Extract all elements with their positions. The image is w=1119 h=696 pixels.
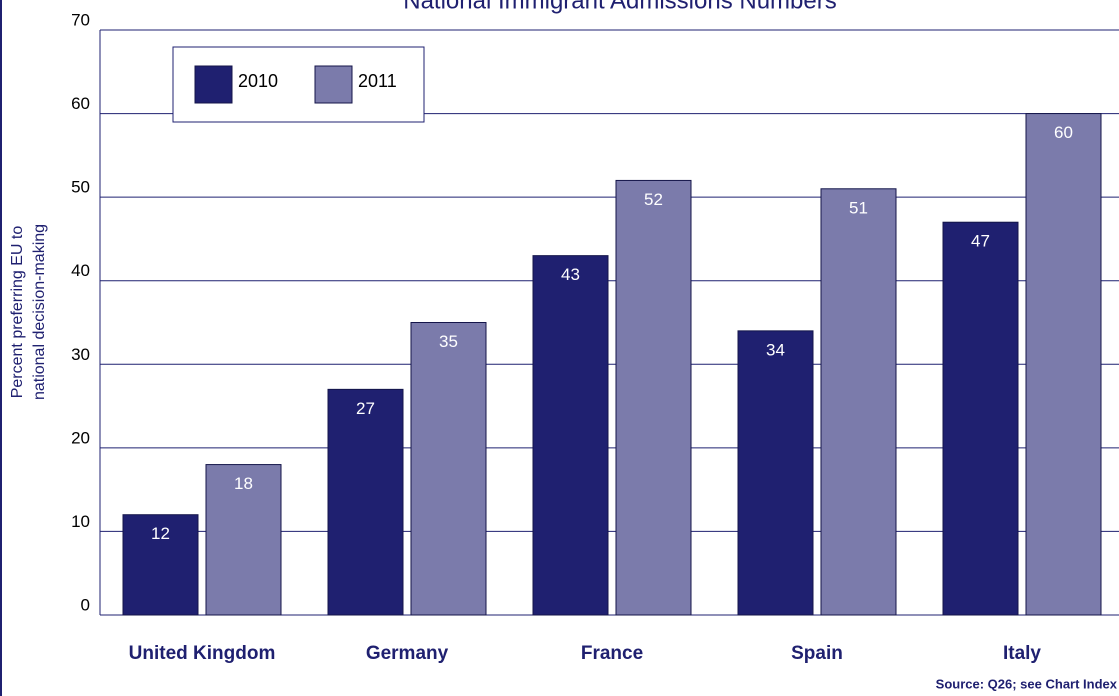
value-label: 51 xyxy=(849,198,868,217)
x-tick-label: France xyxy=(581,643,643,664)
x-tick-label: Italy xyxy=(1003,643,1041,664)
value-label: 60 xyxy=(1054,123,1073,142)
value-label: 47 xyxy=(971,232,990,251)
y-tick-label: 30 xyxy=(71,345,90,364)
x-tick-label: Spain xyxy=(791,643,843,664)
source-note: Source: Q26; see Chart Index xyxy=(936,676,1118,691)
value-label: 27 xyxy=(356,399,375,418)
bar xyxy=(327,388,404,616)
y-tick-label: 50 xyxy=(71,178,90,197)
bar xyxy=(410,322,487,616)
y-tick-label: 10 xyxy=(71,512,90,531)
value-label: 34 xyxy=(766,340,785,359)
bar xyxy=(737,330,814,616)
y-axis-label: national decision-making xyxy=(31,224,48,400)
value-label: 35 xyxy=(439,332,458,351)
bar xyxy=(820,188,897,616)
legend-box xyxy=(172,46,425,123)
y-tick-label: 70 xyxy=(71,10,90,29)
y-axis-label: Percent preferring EU to xyxy=(9,226,26,399)
value-label: 43 xyxy=(561,265,580,284)
value-label: 12 xyxy=(151,524,170,543)
x-tick-label: Germany xyxy=(366,643,449,664)
legend-swatch xyxy=(194,65,233,104)
legend-label: 2011 xyxy=(358,71,397,91)
bar xyxy=(942,221,1019,616)
value-label: 18 xyxy=(234,474,253,493)
chart-title: National Immigrant Admissions Numbers xyxy=(403,0,837,14)
y-tick-label: 0 xyxy=(81,595,90,614)
bar xyxy=(122,514,199,616)
y-tick-label: 20 xyxy=(71,428,90,447)
bar xyxy=(1025,113,1102,616)
y-tick-label: 40 xyxy=(71,261,90,280)
x-tick-label: United Kingdom xyxy=(129,643,276,664)
bar xyxy=(615,179,692,616)
bar xyxy=(205,464,282,616)
value-label: 52 xyxy=(644,190,663,209)
bar xyxy=(532,255,609,616)
legend-label: 2010 xyxy=(238,71,278,91)
y-tick-label: 60 xyxy=(71,94,90,113)
legend-swatch xyxy=(314,65,353,104)
